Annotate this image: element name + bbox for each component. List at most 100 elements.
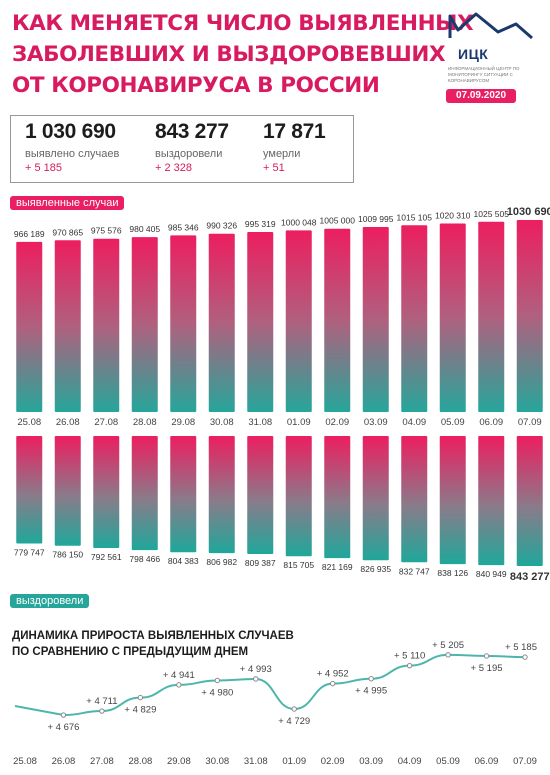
increase-point <box>214 677 221 684</box>
increase-value-label: + 5 205 <box>432 640 464 651</box>
recovered-value-label: 779 747 <box>14 547 45 557</box>
line-date-tick-label: 27.08 <box>90 756 114 767</box>
recovered-value: 843 277 <box>155 120 229 143</box>
line-date-tick-label: 06.09 <box>475 756 499 767</box>
date-tick-label: 27.08 <box>94 417 118 428</box>
recovered-bar <box>324 436 351 559</box>
increase-value-label: + 4 676 <box>47 722 79 733</box>
increase-value-label: + 5 185 <box>505 642 537 653</box>
date-tick-label: 05.09 <box>441 417 465 428</box>
recovered-bar <box>362 436 389 561</box>
recovered-value-label: 804 383 <box>168 556 199 566</box>
recovered-bar <box>208 436 235 554</box>
recovered-bar <box>247 436 274 554</box>
cases-delta: + 5 185 <box>25 162 63 174</box>
cases-bar <box>401 225 428 412</box>
cases-bar <box>362 227 389 412</box>
line-date-tick-label: 28.08 <box>128 756 152 767</box>
cases-value-label: 990 326 <box>206 221 237 231</box>
line-date-tick-label: 25.08 <box>13 756 37 767</box>
cases-bar <box>208 233 235 412</box>
bar-charts: 966 189 25.08 970 865 26.08 975 576 27.08 980 … <box>14 206 550 583</box>
increase-point <box>445 652 451 658</box>
cases-value-label: 980 405 <box>129 224 160 234</box>
cases-value-label: 970 865 <box>52 227 83 237</box>
increase-point <box>483 653 490 659</box>
cases-bar <box>93 238 120 412</box>
summary-box: 1 030 690 выявлено случаев + 5 185 843 2… <box>10 115 354 183</box>
deaths-value: 17 871 <box>263 120 326 143</box>
increase-value-label: + 4 995 <box>355 686 387 697</box>
date-tick-label: 25.08 <box>17 417 41 428</box>
cases-value-label: 1025 505 <box>474 209 510 219</box>
recovered-delta: + 2 328 <box>155 162 193 174</box>
cases-bar <box>247 232 274 412</box>
date-tick-label: 31.08 <box>248 417 272 428</box>
cases-value-label: 966 189 <box>14 229 45 239</box>
recovered-series-label: выздоровели <box>10 594 90 608</box>
line-date-tick-label: 04.09 <box>398 756 422 767</box>
line-date-tick-label: 03.09 <box>359 756 383 767</box>
deaths-delta: + 51 <box>263 162 285 174</box>
recovered-value-label: 832 747 <box>399 566 430 576</box>
logo-mark-icon <box>448 12 533 40</box>
cases-bar <box>439 223 466 412</box>
date-tick-label: 30.08 <box>210 417 234 428</box>
cases-bar <box>170 235 197 412</box>
increase-value-label: + 4 711 <box>86 696 117 707</box>
increase-value-label: + 5 110 <box>394 651 425 662</box>
date-tick-label: 28.08 <box>133 417 157 428</box>
line-chart-title-1: ДИНАМИКА ПРИРОСТА ВЫЯВЛЕННЫХ СЛУЧАЕВ <box>12 630 294 642</box>
line-date-tick-label: 07.09 <box>513 756 537 767</box>
line-date-tick-label: 29.08 <box>167 756 191 767</box>
cases-bar <box>285 230 312 412</box>
cases-value-label: 1005 000 <box>320 216 356 226</box>
recovered-value-label: 815 705 <box>283 560 314 570</box>
increase-value-label: + 4 980 <box>201 687 233 698</box>
recovered-value-label: 809 387 <box>245 558 276 568</box>
cases-value-label: 995 319 <box>245 219 276 229</box>
increase-point <box>253 676 259 682</box>
cases-value-label: 1000 048 <box>281 217 317 227</box>
date-badge: 07.09.2020 <box>446 89 516 103</box>
cases-bar <box>478 221 505 412</box>
increase-value-label: + 4 729 <box>278 716 310 727</box>
logo-subtitle: ИНФОРМАЦИОННЫЙ ЦЕНТР ПО МОНИТОРИНГУ СИТУ… <box>448 66 520 83</box>
stat-deaths: 17 871 умерли + 51 <box>263 120 326 174</box>
cases-label: выявлено случаев <box>25 148 120 160</box>
increase-value-label: + 4 941 <box>163 670 195 681</box>
date-tick-label: 29.08 <box>171 417 195 428</box>
recovered-bar <box>516 436 543 566</box>
recovered-value-label: 786 150 <box>52 550 83 560</box>
increase-point <box>137 694 144 701</box>
line-date-tick-label: 01.09 <box>282 756 306 767</box>
cases-value-label: 1015 105 <box>397 212 433 222</box>
recovered-bar <box>478 436 505 566</box>
cases-value: 1 030 690 <box>25 120 116 143</box>
line-date-tick-label: 05.09 <box>436 756 460 767</box>
date-tick-label: 06.09 <box>479 417 503 428</box>
line-date-tick-label: 02.09 <box>321 756 345 767</box>
recovered-value-label: 840 949 <box>476 569 507 579</box>
cases-bar <box>16 241 43 412</box>
increase-value-label: + 4 993 <box>240 664 272 675</box>
recovered-value-label: 798 466 <box>129 554 160 564</box>
date-tick-label: 03.09 <box>364 417 388 428</box>
increase-point <box>368 676 374 682</box>
stat-cases: 1 030 690 выявлено случаев + 5 185 <box>25 120 119 174</box>
increase-value-label: + 4 829 <box>124 705 156 716</box>
increase-point <box>291 706 297 712</box>
cases-value-label: 1030 690 <box>507 206 550 218</box>
date-tick-label: 01.09 <box>287 417 311 428</box>
recovered-bar <box>93 436 120 549</box>
cases-bar <box>516 220 543 412</box>
recovered-value-label: 806 982 <box>206 557 237 567</box>
line-chart-title-2: ПО СРАВНЕНИЮ С ПРЕДЫДУЩИМ ДНЕМ <box>12 646 249 658</box>
logo-text: ИЦК <box>458 46 489 62</box>
date-tick-label: 04.09 <box>402 417 426 428</box>
recovered-bar <box>439 436 466 565</box>
increase-value-label: + 4 952 <box>317 669 349 680</box>
cases-value-label: 1009 995 <box>358 214 394 224</box>
line-date-tick-label: 31.08 <box>244 756 268 767</box>
